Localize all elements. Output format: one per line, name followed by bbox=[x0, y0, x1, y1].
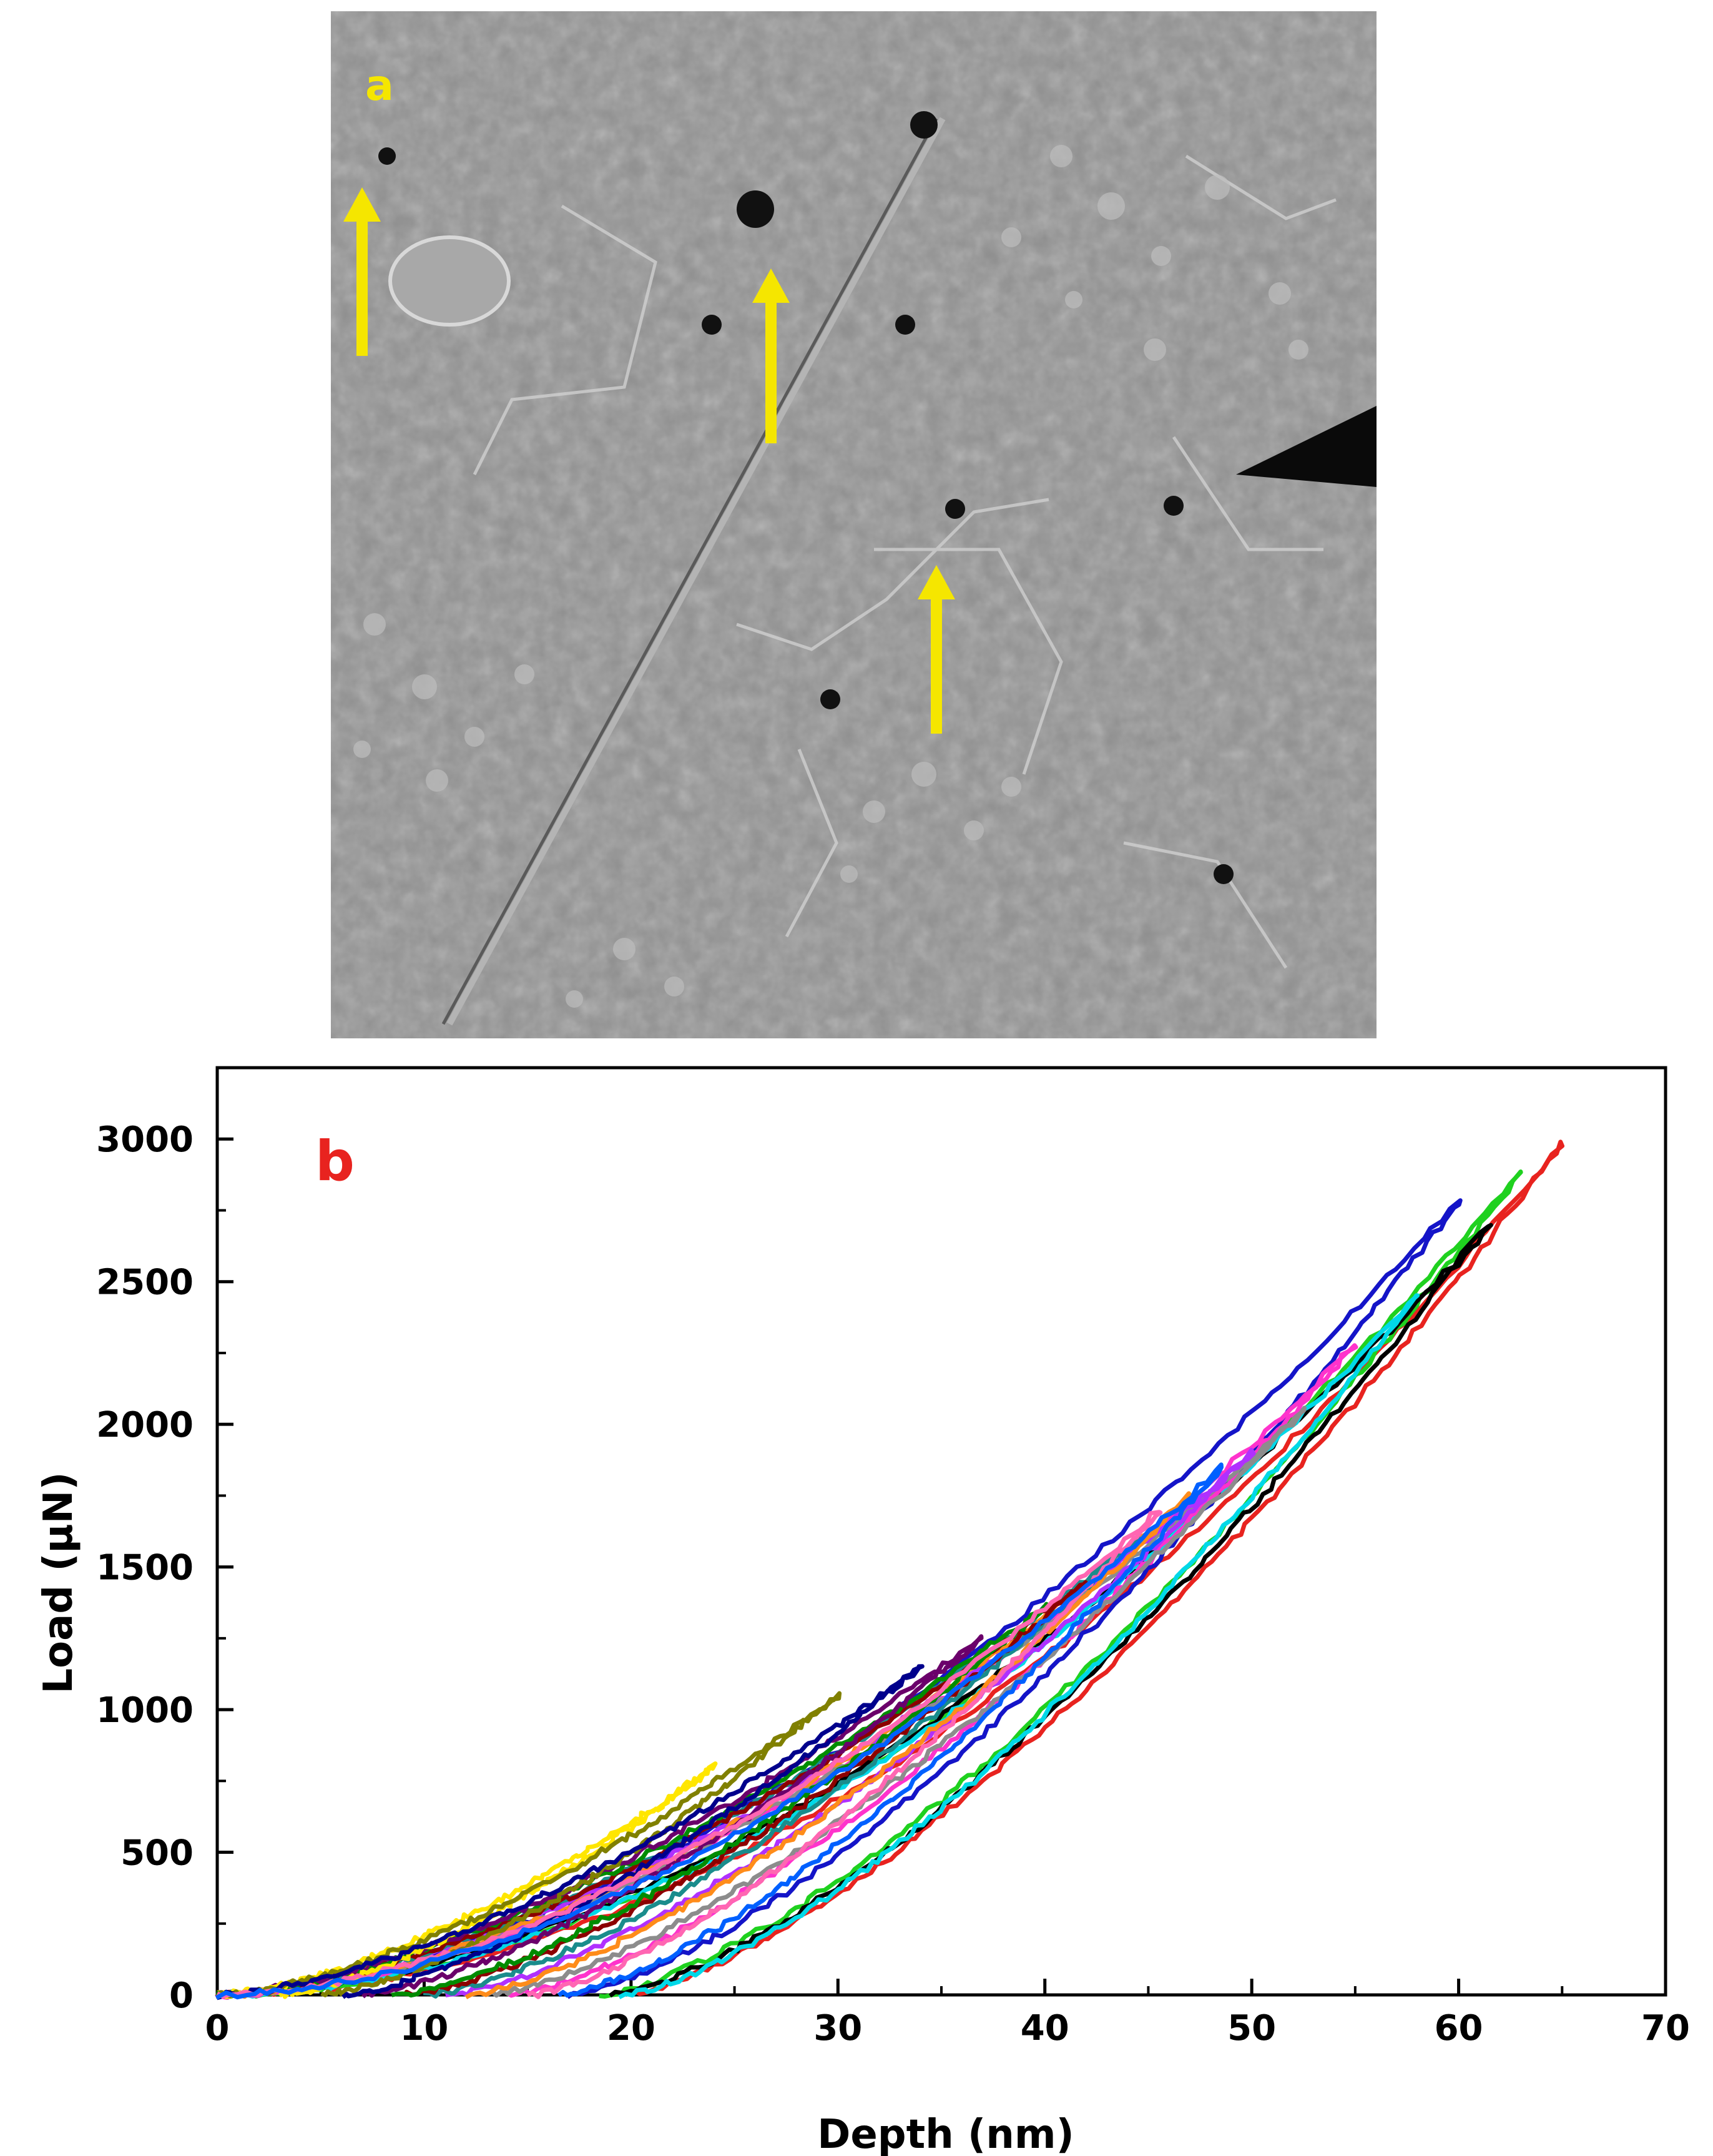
load-depth-curve bbox=[217, 1293, 1420, 1999]
load-depth-curve bbox=[216, 1510, 1163, 1999]
chart-axes bbox=[215, 1066, 1667, 1997]
particle-cluster-right bbox=[1001, 145, 1308, 361]
panel-label-a: a bbox=[365, 61, 394, 111]
arrows-group bbox=[343, 187, 955, 734]
load-depth-curve bbox=[216, 1198, 1463, 2000]
x-tick-label: 10 bbox=[400, 2008, 448, 2049]
y-tick-label: 3000 bbox=[96, 1120, 194, 1160]
y-tick-label: 1500 bbox=[96, 1548, 194, 1588]
load-depth-curve bbox=[217, 1634, 984, 1999]
panel-label-b: b bbox=[315, 1129, 355, 1193]
chart-tick-labels: 0 10 20 30 40 50 60 70 0 500 1000 1500 2000 2500 3000 bbox=[96, 1120, 1690, 2049]
x-tick-label: 60 bbox=[1435, 2008, 1483, 2049]
arrow-head bbox=[343, 187, 381, 222]
y-tick-label: 500 bbox=[120, 1833, 194, 1874]
yellow-arrow bbox=[343, 187, 381, 356]
load-depth-curve bbox=[216, 1691, 842, 1999]
arrow-head bbox=[752, 268, 790, 303]
yellow-arrow bbox=[918, 565, 955, 734]
load-depth-curve bbox=[217, 1491, 1192, 1999]
y-tick-label: 0 bbox=[169, 1976, 194, 2016]
particle-cluster-left bbox=[353, 613, 534, 792]
x-axis-title: Depth (nm) bbox=[817, 2112, 1074, 2156]
arrow-head bbox=[918, 565, 955, 599]
x-tick-label: 30 bbox=[813, 2008, 862, 2049]
indent-marks bbox=[378, 111, 1377, 884]
y-tick-label: 2500 bbox=[96, 1263, 194, 1303]
scratch-line-shadow bbox=[441, 117, 938, 1025]
x-tick-label: 40 bbox=[1021, 2008, 1069, 2049]
y-tick-label: 2000 bbox=[96, 1405, 194, 1445]
grain-boundaries bbox=[473, 154, 1337, 969]
scratch-line bbox=[446, 117, 946, 1026]
y-tick-label: 1000 bbox=[96, 1690, 194, 1731]
x-tick-label: 70 bbox=[1641, 2008, 1690, 2049]
x-tick-label: 50 bbox=[1227, 2008, 1276, 2049]
load-depth-curve bbox=[215, 1462, 1224, 2000]
x-tick-label: 0 bbox=[205, 2008, 230, 2049]
load-depth-curve bbox=[215, 1447, 1256, 1999]
plot-frame bbox=[215, 1066, 1667, 1997]
yellow-arrow bbox=[752, 268, 790, 443]
load-depth-curve bbox=[217, 1580, 1088, 1998]
load-depth-curve bbox=[215, 1140, 1564, 1999]
x-tick-label: 20 bbox=[607, 2008, 655, 2049]
chart-series-group bbox=[215, 1140, 1564, 2001]
load-depth-curve bbox=[216, 1343, 1358, 2000]
grain-feature bbox=[388, 235, 511, 327]
micrograph-panel: a bbox=[331, 11, 1377, 1038]
y-axis-title: Load (µN) bbox=[36, 1472, 82, 1693]
particle-cluster-bottom bbox=[566, 762, 1021, 1008]
